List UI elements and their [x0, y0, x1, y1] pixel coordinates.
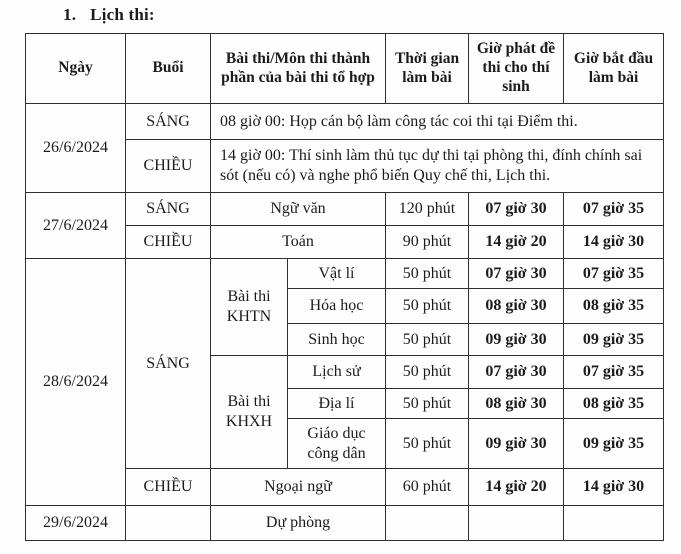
- cell-subject-nguvan: Ngữ văn: [209, 192, 387, 226]
- cell-subject-diali: Địa lí: [286, 388, 387, 419]
- title-text: Lịch thi:: [90, 5, 155, 24]
- cell-date-27: 27/6/2024: [25, 192, 126, 259]
- cell-duration-ngoaingu: 60 phút: [385, 468, 470, 506]
- cell-session-28-morning: SÁNG: [125, 258, 211, 469]
- cell-start-ngoaingu: 14 giờ 30: [563, 468, 665, 506]
- cell-subject-sinhhoc: Sinh học: [286, 323, 387, 356]
- table-row: Bài thi KHXH Lịch sử 50 phút 07 giờ 30 0…: [26, 355, 665, 469]
- cell-session-26-morning: SÁNG: [125, 103, 211, 140]
- cell-handout-toan: 14 giờ 20: [468, 225, 565, 259]
- cell-date-29: 29/6/2024: [25, 505, 126, 541]
- header-gio-bat-dau: Giờ bắt đầu làm bài: [563, 33, 665, 104]
- header-thoi-gian: Thời gian làm bài: [385, 33, 470, 104]
- table-row: CHIỀU Ngoại ngữ 60 phút 14 giờ 20 14 giờ…: [26, 468, 665, 506]
- cell-start-hoahoc: 08 giờ 35: [563, 288, 665, 324]
- cell-handout-sinhhoc: 09 giờ 30: [468, 323, 565, 356]
- cell-start-gdcd: 09 giờ 35: [563, 418, 665, 469]
- cell-subject-hoahoc: Hóa học: [286, 288, 387, 324]
- cell-duration-nguvan: 120 phút: [385, 192, 470, 226]
- cell-group-khtn: Bài thi KHTN: [210, 258, 288, 356]
- table-row: CHIỀU 14 giờ 00: Thí sinh làm thủ tục dự…: [26, 139, 665, 193]
- cell-duration-29: [385, 505, 470, 541]
- cell-start-nguvan: 07 giờ 35: [563, 192, 665, 226]
- cell-duration-gdcd: 50 phút: [385, 418, 470, 469]
- cell-note-26-morning: 08 giờ 00: Họp cán bộ làm công tác coi t…: [209, 103, 665, 140]
- header-mon-thi: Bài thi/Môn thi thành phần của bài thi t…: [209, 33, 387, 104]
- cell-duration-toan: 90 phút: [385, 225, 470, 259]
- table-row: 29/6/2024 Dự phòng: [25, 505, 665, 541]
- cell-subject-lichsu: Lịch sử: [286, 355, 387, 389]
- cell-duration-vatli: 50 phút: [385, 258, 470, 289]
- cell-session-29: [125, 505, 211, 541]
- cell-handout-diali: 08 giờ 30: [468, 388, 565, 419]
- cell-start-vatli: 07 giờ 35: [563, 258, 665, 289]
- table-header-row: Ngày Buổi Bài thi/Môn thi thành phần của…: [25, 33, 665, 104]
- cell-session-28-afternoon: CHIỀU: [125, 468, 211, 506]
- table-row: 26/6/2024 SÁNG 08 giờ 00: Họp cán bộ làm…: [25, 103, 665, 193]
- cell-duration-lichsu: 50 phút: [385, 355, 470, 389]
- cell-session-26-afternoon: CHIỀU: [125, 139, 211, 193]
- cell-duration-diali: 50 phút: [385, 388, 470, 419]
- header-ngay: Ngày: [25, 33, 126, 104]
- cell-start-lichsu: 07 giờ 35: [563, 355, 665, 389]
- cell-note-26-afternoon: 14 giờ 00: Thí sinh làm thủ tục dự thi t…: [209, 139, 665, 193]
- cell-start-29: [563, 505, 665, 541]
- header-buoi: Buổi: [125, 33, 211, 104]
- cell-group-khxh: Bài thi KHXH: [210, 355, 288, 469]
- cell-start-diali: 08 giờ 35: [563, 388, 665, 419]
- cell-subject-toan: Toán: [209, 225, 387, 259]
- exam-schedule-table: Ngày Buổi Bài thi/Môn thi thành phần của…: [25, 33, 665, 541]
- cell-date-26: 26/6/2024: [25, 103, 126, 193]
- cell-subject-vatli: Vật lí: [286, 258, 387, 289]
- cell-start-toan: 14 giờ 30: [563, 225, 665, 259]
- cell-session-27-morning: SÁNG: [125, 192, 211, 226]
- table-row: CHIỀU Toán 90 phút 14 giờ 20 14 giờ 30: [26, 225, 665, 259]
- cell-handout-hoahoc: 08 giờ 30: [468, 288, 565, 324]
- page-title: 1. Lịch thi:: [63, 5, 155, 25]
- cell-handout-gdcd: 09 giờ 30: [468, 418, 565, 469]
- cell-handout-nguvan: 07 giờ 30: [468, 192, 565, 226]
- cell-duration-sinhhoc: 50 phút: [385, 323, 470, 356]
- cell-subject-duphong: Dự phòng: [209, 505, 387, 541]
- cell-start-sinhhoc: 09 giờ 35: [563, 323, 665, 356]
- cell-handout-lichsu: 07 giờ 30: [468, 355, 565, 389]
- table-row: 28/6/2024 SÁNG Bài thi KHTN Vật lí 50 ph…: [25, 258, 665, 506]
- header-gio-phat: Giờ phát đề thi cho thí sinh: [468, 33, 565, 104]
- cell-session-27-afternoon: CHIỀU: [125, 225, 211, 259]
- cell-subject-gdcd: Giáo dục công dân: [286, 418, 387, 469]
- cell-date-28: 28/6/2024: [25, 258, 126, 506]
- cell-handout-ngoaingu: 14 giờ 20: [468, 468, 565, 506]
- title-number: 1.: [63, 5, 77, 24]
- cell-subject-ngoaingu: Ngoại ngữ: [209, 468, 387, 506]
- cell-duration-hoahoc: 50 phút: [385, 288, 470, 324]
- table-row: 27/6/2024 SÁNG Ngữ văn 120 phút 07 giờ 3…: [25, 192, 665, 259]
- table-row: Giáo dục công dân 50 phút 09 giờ 30 09 g…: [26, 418, 665, 469]
- cell-handout-29: [468, 505, 565, 541]
- cell-handout-vatli: 07 giờ 30: [468, 258, 565, 289]
